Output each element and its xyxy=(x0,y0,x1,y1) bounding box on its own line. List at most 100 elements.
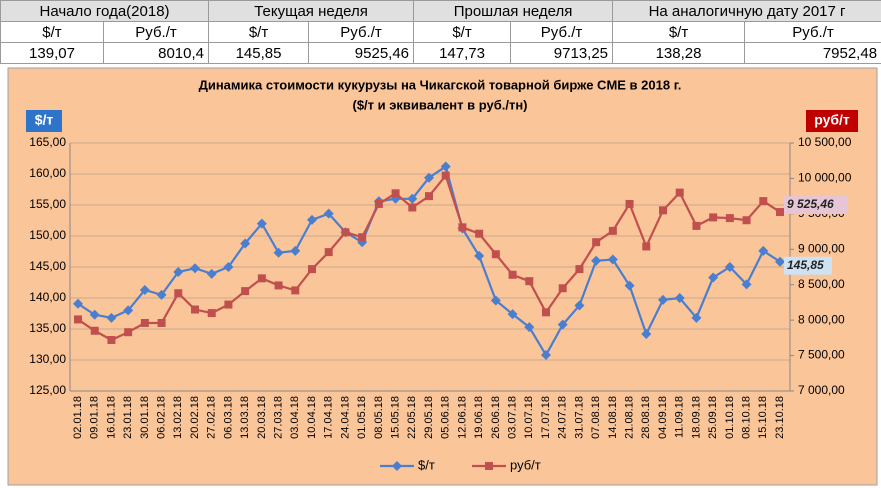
marker xyxy=(425,192,433,201)
marker xyxy=(441,171,450,180)
marker xyxy=(374,199,383,208)
marker xyxy=(525,277,534,286)
x-tick-label: 18.09.18 xyxy=(690,396,702,439)
marker xyxy=(408,203,417,212)
y2-tick-label: 10 000,00 xyxy=(798,171,852,185)
marker xyxy=(291,286,300,295)
x-tick-label: 09.01.18 xyxy=(89,396,101,439)
x-tick-label: 03.07.18 xyxy=(506,396,518,439)
x-tick-label: 27.03.18 xyxy=(272,396,284,439)
table-cell: $/т xyxy=(0,21,104,43)
marker xyxy=(124,328,133,337)
x-tick-label: 20.03.18 xyxy=(256,396,268,439)
marker xyxy=(641,328,652,339)
marker xyxy=(741,279,752,290)
marker xyxy=(624,280,635,291)
y-tick-label: 130,00 xyxy=(29,352,66,366)
table-cell: Руб./т xyxy=(308,21,415,43)
value-label: 9 525,46 xyxy=(787,197,834,211)
header-cell: На аналогичную дату 2017 г xyxy=(612,0,881,22)
x-tick-label: 27.02.18 xyxy=(206,396,218,439)
marker xyxy=(776,208,784,217)
legend-marker xyxy=(392,461,402,471)
x-tick-label: 15.10.18 xyxy=(757,396,769,439)
marker xyxy=(759,197,768,206)
header-cell: Текущая неделя xyxy=(208,0,415,22)
marker xyxy=(190,263,200,274)
legend-marker xyxy=(485,462,493,470)
marker xyxy=(173,266,184,277)
marker xyxy=(241,287,250,296)
chart-subtitle: ($/т и эквивалент в руб./тн) xyxy=(352,97,527,112)
legend-label: руб/т xyxy=(510,457,541,472)
x-tick-label: 07.08.18 xyxy=(590,396,602,439)
marker xyxy=(675,188,684,197)
x-tick-label: 13.03.18 xyxy=(239,396,251,439)
marker xyxy=(207,309,216,318)
y-axis-title: $/т xyxy=(35,112,54,128)
marker xyxy=(508,270,517,279)
x-tick-label: 31.07.18 xyxy=(573,396,585,439)
marker xyxy=(74,315,82,324)
table-cell: 9713,25 xyxy=(510,42,614,64)
x-tick-label: 30.01.18 xyxy=(139,396,151,439)
marker xyxy=(307,214,317,225)
marker xyxy=(775,256,785,267)
marker xyxy=(557,319,568,330)
x-tick-label: 24.07.18 xyxy=(557,396,569,439)
x-tick-label: 11.09.18 xyxy=(674,396,686,438)
x-tick-label: 04.09.18 xyxy=(657,396,669,439)
marker xyxy=(608,226,617,235)
y2-tick-label: 7 000,00 xyxy=(798,383,845,397)
chart-title: Динамика стоимости кукурузы на Чикагской… xyxy=(199,77,682,92)
marker xyxy=(223,262,234,272)
marker xyxy=(240,238,251,249)
x-tick-label: 08.10.18 xyxy=(740,396,752,439)
y2-tick-label: 8 500,00 xyxy=(798,277,845,291)
marker xyxy=(206,268,217,279)
marker xyxy=(592,238,601,247)
x-tick-label: 12.06.18 xyxy=(456,396,468,439)
y2-tick-label: 8 000,00 xyxy=(798,312,845,326)
marker xyxy=(659,206,667,215)
x-tick-label: 16.01.18 xyxy=(105,396,117,439)
table-cell: 8010,4 xyxy=(102,42,210,64)
x-tick-label: 06.02.18 xyxy=(155,396,167,439)
marker xyxy=(140,318,149,327)
x-tick-label: 17.04.18 xyxy=(323,396,335,439)
x-tick-label: 10.04.18 xyxy=(306,396,318,439)
y2-tick-label: 9 000,00 xyxy=(798,241,845,255)
y-tick-label: 140,00 xyxy=(29,290,66,304)
marker xyxy=(607,254,618,265)
table-cell: Руб./т xyxy=(510,21,614,43)
table-cell: Руб./т xyxy=(744,21,881,43)
marker xyxy=(558,284,567,293)
y2-tick-label: 10 500,00 xyxy=(798,135,852,149)
marker xyxy=(290,245,301,256)
marker xyxy=(758,245,769,256)
table-cell: 138,28 xyxy=(612,42,746,64)
marker xyxy=(507,309,518,320)
marker xyxy=(674,293,685,303)
y-tick-label: 150,00 xyxy=(29,228,66,242)
chart-background xyxy=(7,67,878,486)
x-tick-label: 23.01.18 xyxy=(122,396,134,439)
marker xyxy=(174,289,183,298)
x-tick-label: 25.09.18 xyxy=(707,396,719,439)
y2-axis-title-box xyxy=(806,110,858,132)
table-cell: $/т xyxy=(413,21,512,43)
x-tick-label: 26.06.18 xyxy=(490,396,502,439)
x-tick-label: 03.04.18 xyxy=(289,396,301,439)
marker xyxy=(224,300,233,309)
marker xyxy=(708,272,719,283)
x-tick-label: 08.05.18 xyxy=(373,396,385,439)
marker xyxy=(625,199,634,208)
x-tick-label: 15.05.18 xyxy=(389,396,401,439)
marker xyxy=(407,193,418,204)
x-tick-label: 28.08.18 xyxy=(640,396,652,439)
x-tick-label: 20.02.18 xyxy=(189,396,201,439)
table-cell: Руб./т xyxy=(102,21,210,43)
marker xyxy=(474,250,485,261)
marker xyxy=(724,262,735,272)
marker xyxy=(742,216,751,225)
